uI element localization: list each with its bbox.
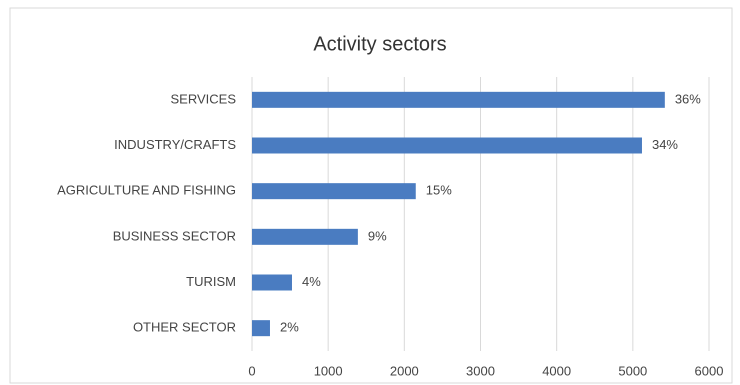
share-label: 34% bbox=[652, 137, 678, 152]
share-label: 15% bbox=[426, 183, 452, 198]
chart-title: Activity sectors bbox=[313, 33, 446, 55]
bar bbox=[252, 183, 416, 200]
y-tick-label: AGRICULTURE AND FISHING bbox=[57, 183, 236, 198]
y-tick-label: BUSINESS SECTOR bbox=[113, 228, 236, 243]
bar bbox=[252, 274, 292, 291]
bar bbox=[252, 91, 665, 108]
x-tick-label: 6000 bbox=[695, 363, 724, 378]
x-tick-label: 2000 bbox=[390, 363, 419, 378]
x-tick-label: 0 bbox=[248, 363, 255, 378]
bar bbox=[252, 228, 358, 245]
x-tick-label: 4000 bbox=[542, 363, 571, 378]
share-label: 4% bbox=[302, 274, 321, 289]
bar bbox=[252, 320, 270, 337]
y-tick-label: INDUSTRY/CRAFTS bbox=[114, 137, 236, 152]
x-tick-label: 1000 bbox=[314, 363, 343, 378]
y-tick-label: TURISM bbox=[186, 274, 236, 289]
share-label: 36% bbox=[675, 91, 701, 106]
y-tick-label: SERVICES bbox=[170, 91, 236, 106]
x-tick-label: 5000 bbox=[618, 363, 647, 378]
share-label: 2% bbox=[280, 320, 299, 335]
share-label: 9% bbox=[368, 228, 387, 243]
x-tick-label: 3000 bbox=[466, 363, 495, 378]
bar bbox=[252, 137, 642, 154]
y-tick-label: OTHER SECTOR bbox=[133, 320, 236, 335]
